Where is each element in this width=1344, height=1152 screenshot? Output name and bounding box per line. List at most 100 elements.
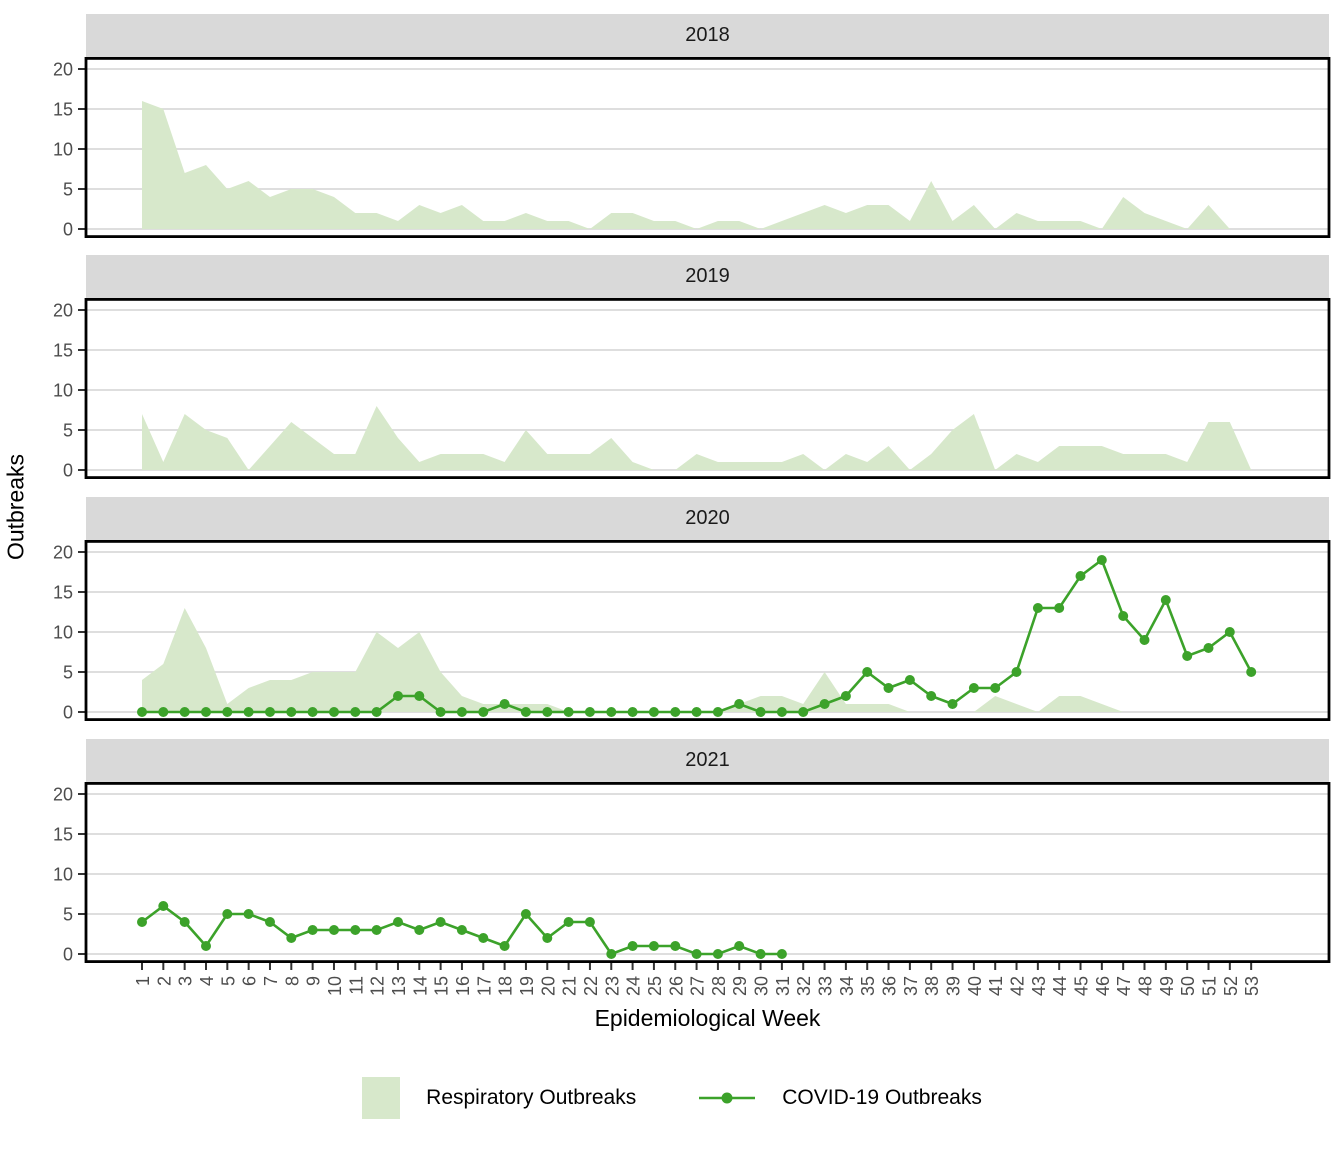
covid-point xyxy=(926,691,937,701)
covid-point xyxy=(691,949,702,959)
y-tick-label: 10 xyxy=(53,140,73,160)
x-tick-label: 6 xyxy=(240,976,260,986)
covid-key-point xyxy=(721,1092,733,1104)
covid-point xyxy=(1203,643,1214,653)
x-tick-label: 45 xyxy=(1072,976,1092,996)
x-tick-label: 41 xyxy=(986,976,1006,996)
covid-point xyxy=(755,949,766,959)
covid-point xyxy=(648,941,659,951)
y-tick-label: 5 xyxy=(63,663,73,683)
x-tick-label: 8 xyxy=(282,976,302,986)
covid-point xyxy=(1075,571,1086,581)
covid-point xyxy=(734,699,745,709)
x-tick-label: 35 xyxy=(858,976,878,996)
legend-item-respiratory: Respiratory Outbreaks xyxy=(362,1077,636,1119)
covid-point xyxy=(904,675,915,685)
covid-point xyxy=(627,941,638,951)
panel-plot-2018: 0 5 10 15 20 xyxy=(53,57,1331,239)
covid-point xyxy=(1139,635,1150,645)
covid-point xyxy=(734,941,745,951)
covid-point xyxy=(648,707,659,717)
x-tick-label: 44 xyxy=(1050,976,1070,996)
covid-point xyxy=(862,667,873,677)
y-tick-label: 15 xyxy=(53,100,73,120)
x-tick-label: 31 xyxy=(773,976,793,996)
covid-point xyxy=(307,707,318,717)
covid-point xyxy=(670,707,681,717)
facet-label-2019: 2019 xyxy=(685,265,730,287)
covid-point xyxy=(393,691,403,701)
covid-point xyxy=(222,909,233,919)
x-tick-label: 49 xyxy=(1157,976,1177,996)
x-tick-label: 24 xyxy=(624,976,644,996)
covid-point xyxy=(1182,651,1193,661)
covid-point xyxy=(456,707,467,717)
y-tick-label: 5 xyxy=(63,180,73,200)
x-tick-label: 12 xyxy=(368,976,388,996)
x-tick-label: 2 xyxy=(154,976,174,986)
x-tick-label: 16 xyxy=(453,976,473,996)
x-tick-label: 46 xyxy=(1093,976,1113,996)
panel-border xyxy=(84,57,1331,238)
y-tick-label: 15 xyxy=(53,583,73,603)
x-tick-label: 32 xyxy=(794,976,814,996)
x-tick-label: 10 xyxy=(325,976,345,996)
covid-point xyxy=(691,707,702,717)
covid-point xyxy=(499,941,510,951)
y-tick-label: 5 xyxy=(63,421,73,441)
x-tick-label: 19 xyxy=(517,976,537,996)
panel-plot-2020: 0 5 10 15 20 xyxy=(53,540,1331,721)
respiratory-area xyxy=(142,101,1252,229)
covid-point xyxy=(158,707,169,717)
covid-point xyxy=(201,707,211,717)
x-tick-label: 39 xyxy=(944,976,964,996)
x-tick-label: 51 xyxy=(1200,976,1220,996)
covid-point xyxy=(137,917,147,927)
covid-point xyxy=(201,941,211,951)
covid-point xyxy=(158,901,169,911)
covid-point xyxy=(243,707,254,717)
covid-point xyxy=(329,925,339,935)
covid-point xyxy=(371,707,382,717)
covid-point xyxy=(990,683,1001,693)
facet-strip-2018: 2018 xyxy=(86,14,1329,57)
x-tick-label: 28 xyxy=(709,976,729,996)
x-tick-label: 53 xyxy=(1242,976,1262,996)
x-tick-label: 34 xyxy=(837,976,857,996)
covid-point xyxy=(627,707,638,717)
covid-point xyxy=(286,707,297,717)
covid-point xyxy=(435,917,446,927)
covid-point xyxy=(1224,627,1235,637)
x-tick-label: 33 xyxy=(816,976,836,996)
x-tick-label: 13 xyxy=(389,976,409,996)
covid-point xyxy=(179,707,190,717)
x-tick-label: 38 xyxy=(922,976,942,996)
x-tick-label: 15 xyxy=(432,976,452,996)
covid-point xyxy=(1054,603,1065,613)
y-tick-label: 5 xyxy=(63,905,73,925)
covid-point xyxy=(542,707,553,717)
y-tick-label: 20 xyxy=(53,60,73,80)
covid-point xyxy=(755,707,766,717)
y-tick-label: 0 xyxy=(63,945,73,964)
x-tick-label: 43 xyxy=(1029,976,1049,996)
legend-label-respiratory: Respiratory Outbreaks xyxy=(426,1086,637,1109)
covid-point xyxy=(840,691,851,701)
covid-point xyxy=(776,949,787,959)
y-tick-label: 10 xyxy=(53,381,73,401)
x-tick-label: 30 xyxy=(752,976,772,996)
y-tick-label: 15 xyxy=(53,825,73,845)
y-tick-label: 0 xyxy=(63,220,73,239)
panel-border xyxy=(84,298,1331,479)
covid-point xyxy=(265,917,275,927)
facet-label-2021: 2021 xyxy=(685,749,730,771)
y-tick-label: 20 xyxy=(53,301,73,321)
x-tick-label: 18 xyxy=(496,976,516,996)
respiratory-area xyxy=(142,608,1252,712)
covid-point xyxy=(563,707,574,717)
x-tick-label: 14 xyxy=(410,976,430,996)
covid-point xyxy=(307,925,318,935)
x-tick-label: 27 xyxy=(688,976,708,996)
covid-point xyxy=(712,707,723,717)
